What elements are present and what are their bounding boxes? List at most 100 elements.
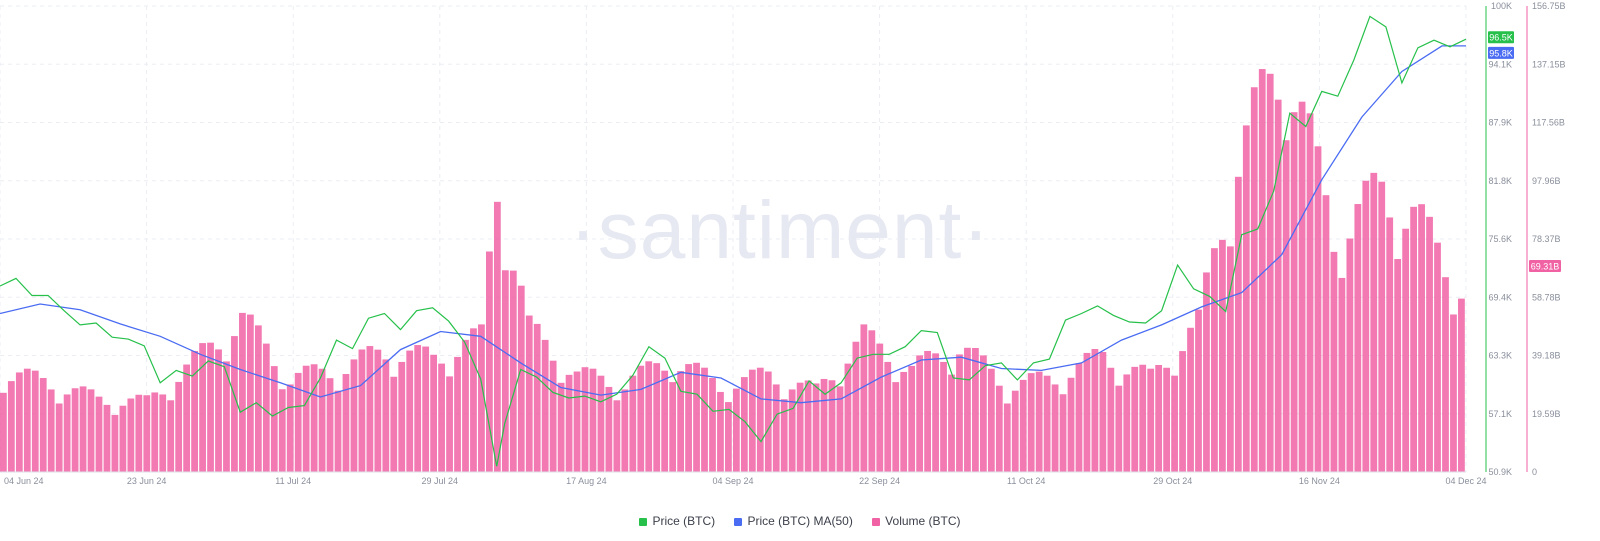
volume-bar — [748, 369, 756, 472]
volume-bar — [940, 361, 947, 472]
volume-bar — [199, 343, 206, 472]
volume-bar — [1370, 172, 1378, 473]
volume-bar — [1147, 368, 1155, 472]
volume-bar — [605, 386, 613, 472]
volume-bar — [1250, 87, 1258, 472]
volume-bar — [621, 389, 629, 472]
price-last-label: 96.5K — [1488, 31, 1514, 44]
y-left-tick-label: 87.9K — [1488, 118, 1512, 128]
x-tick-label: 29 Jul 24 — [422, 476, 459, 486]
volume-bar — [541, 339, 549, 472]
volume-bar — [1266, 73, 1274, 473]
volume-bar — [740, 377, 748, 472]
volume-bar — [661, 370, 669, 472]
x-tick-label: 23 Jun 24 — [127, 476, 167, 486]
volume-bar — [637, 365, 645, 472]
volume-bar — [772, 384, 780, 472]
volume-bar — [701, 367, 708, 472]
x-tick-label: 04 Jun 24 — [4, 476, 44, 486]
legend-item-volume[interactable]: Volume (BTC) — [872, 514, 961, 528]
volume-bar — [239, 312, 246, 472]
volume-bar — [398, 361, 406, 472]
legend-label-price: Price (BTC) — [652, 514, 716, 528]
volume-bar — [717, 391, 724, 472]
volume-bar — [183, 364, 191, 472]
volume-bar — [103, 404, 111, 472]
volume-bar — [964, 347, 971, 472]
volume-bar — [1306, 113, 1314, 472]
volume-last-label-text: 69.31B — [1531, 261, 1560, 271]
y-right-tick-label: 39.18B — [1532, 351, 1561, 361]
volume-bar — [987, 368, 995, 472]
volume-bar — [956, 354, 963, 472]
volume-bar — [517, 285, 525, 472]
volume-bar — [565, 374, 573, 472]
volume-bar — [1298, 101, 1306, 472]
volume-bar — [796, 382, 804, 472]
volume-bar — [1211, 248, 1218, 472]
volume-bar — [812, 383, 820, 472]
volume-bar — [1163, 367, 1171, 472]
volume-bar — [756, 367, 764, 472]
volume-bar — [334, 390, 342, 472]
volume-bar — [1394, 259, 1402, 472]
price-line-layer — [0, 15, 1467, 467]
volume-bar — [525, 315, 533, 472]
volume-bar — [223, 361, 230, 472]
volume-bar — [573, 371, 581, 472]
volume-bar — [31, 370, 39, 472]
volume-bar — [1099, 351, 1107, 472]
volume-bar — [342, 374, 350, 472]
volume-bar — [1155, 365, 1163, 472]
volume-bar — [1234, 176, 1242, 472]
legend-item-price[interactable]: Price (BTC) — [639, 514, 715, 528]
volume-bar — [1410, 206, 1418, 473]
volume-bar — [1035, 371, 1043, 472]
legend-label-ma50: Price (BTC) MA(50) — [747, 514, 853, 528]
volume-bar — [135, 394, 143, 472]
x-tick-label: 29 Oct 24 — [1153, 476, 1192, 486]
y-right-tick-label: 19.59B — [1532, 409, 1561, 419]
x-tick-label: 16 Nov 24 — [1299, 476, 1340, 486]
ma50-line — [0, 45, 1466, 404]
volume-bar — [151, 392, 159, 472]
volume-bar — [95, 396, 103, 472]
x-tick-label: 11 Oct 24 — [1007, 476, 1045, 486]
x-tick-label: 04 Sep 24 — [712, 476, 753, 486]
price-line — [0, 15, 1467, 467]
volume-bar — [820, 378, 828, 472]
price-last-label-bg — [1488, 31, 1514, 44]
volume-bars — [0, 69, 1465, 473]
y-right-tick-label: 58.78B — [1532, 292, 1561, 302]
volume-bar — [23, 368, 31, 472]
y-left-tick-label: 100K — [1491, 1, 1512, 11]
volume-bar — [1059, 394, 1067, 472]
volume-bar — [175, 381, 183, 472]
volume-bar — [1067, 377, 1075, 472]
volume-bar — [1075, 363, 1083, 472]
volume-bar — [1027, 373, 1035, 472]
ma50-last-label-text: 95.8K — [1489, 48, 1513, 58]
volume-bar — [1458, 298, 1465, 472]
volume-bar — [597, 375, 605, 472]
volume-bar — [294, 372, 302, 472]
y-right-tick-label: 78.37B — [1532, 234, 1561, 244]
volume-bar — [1338, 277, 1346, 472]
volume-bar — [1019, 379, 1027, 472]
volume-bar — [876, 343, 884, 472]
chart-canvas[interactable]: ·santiment· 100K 94.1K 87.9K 81.8K 75.6K 69.4… — [0, 0, 1600, 510]
last-value-labels: 96.5K 95.8K 69.31B — [1488, 31, 1561, 272]
volume-bar — [270, 366, 278, 472]
y-left-tick-label: 69.4K — [1488, 292, 1512, 302]
volume-bar — [932, 353, 939, 472]
volume-bar — [892, 382, 900, 472]
volume-bar — [589, 368, 597, 472]
volume-bar — [1426, 216, 1433, 472]
y-right-tick-label: 117.56B — [1532, 118, 1565, 128]
price-last-label-text: 96.5K — [1489, 33, 1513, 43]
ma50-last-label: 95.8K — [1488, 46, 1514, 59]
legend-item-ma50[interactable]: Price (BTC) MA(50) — [734, 514, 853, 528]
y-right-tick-label: 156.75B — [1532, 1, 1566, 11]
volume-bar — [478, 324, 485, 472]
volume-bar — [1314, 146, 1322, 472]
